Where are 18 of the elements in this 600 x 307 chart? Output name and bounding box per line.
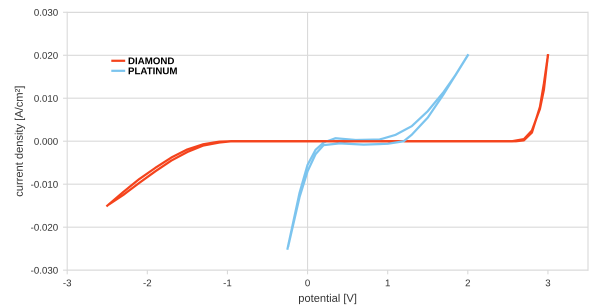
y-tick-label: 0.000 bbox=[34, 138, 58, 145]
x-tick-label: 1 bbox=[386, 280, 390, 286]
legend-label: DIAMOND bbox=[128, 57, 174, 64]
legend-label: PLATINUM bbox=[128, 68, 177, 74]
y-tick-label: -0.030 bbox=[31, 266, 58, 274]
y-axis-title: current density [A/cm²] bbox=[14, 86, 26, 196]
y-tick-label: -0.010 bbox=[31, 180, 58, 188]
y-tick-label: 0.010 bbox=[34, 94, 58, 102]
y-tick-label: 0.020 bbox=[34, 52, 58, 59]
x-tick-label: -2 bbox=[143, 279, 152, 286]
y-tick-label: -0.020 bbox=[31, 224, 58, 231]
x-tick-label: -3 bbox=[63, 279, 72, 286]
x-tick-label: 3 bbox=[546, 279, 550, 286]
x-tick-label: 2 bbox=[466, 279, 470, 286]
x-tick-label: 0 bbox=[305, 279, 310, 286]
y-tick-label: 0.030 bbox=[34, 9, 58, 16]
x-axis-title: potential [V] bbox=[298, 294, 356, 304]
x-tick-label: -1 bbox=[224, 280, 232, 286]
